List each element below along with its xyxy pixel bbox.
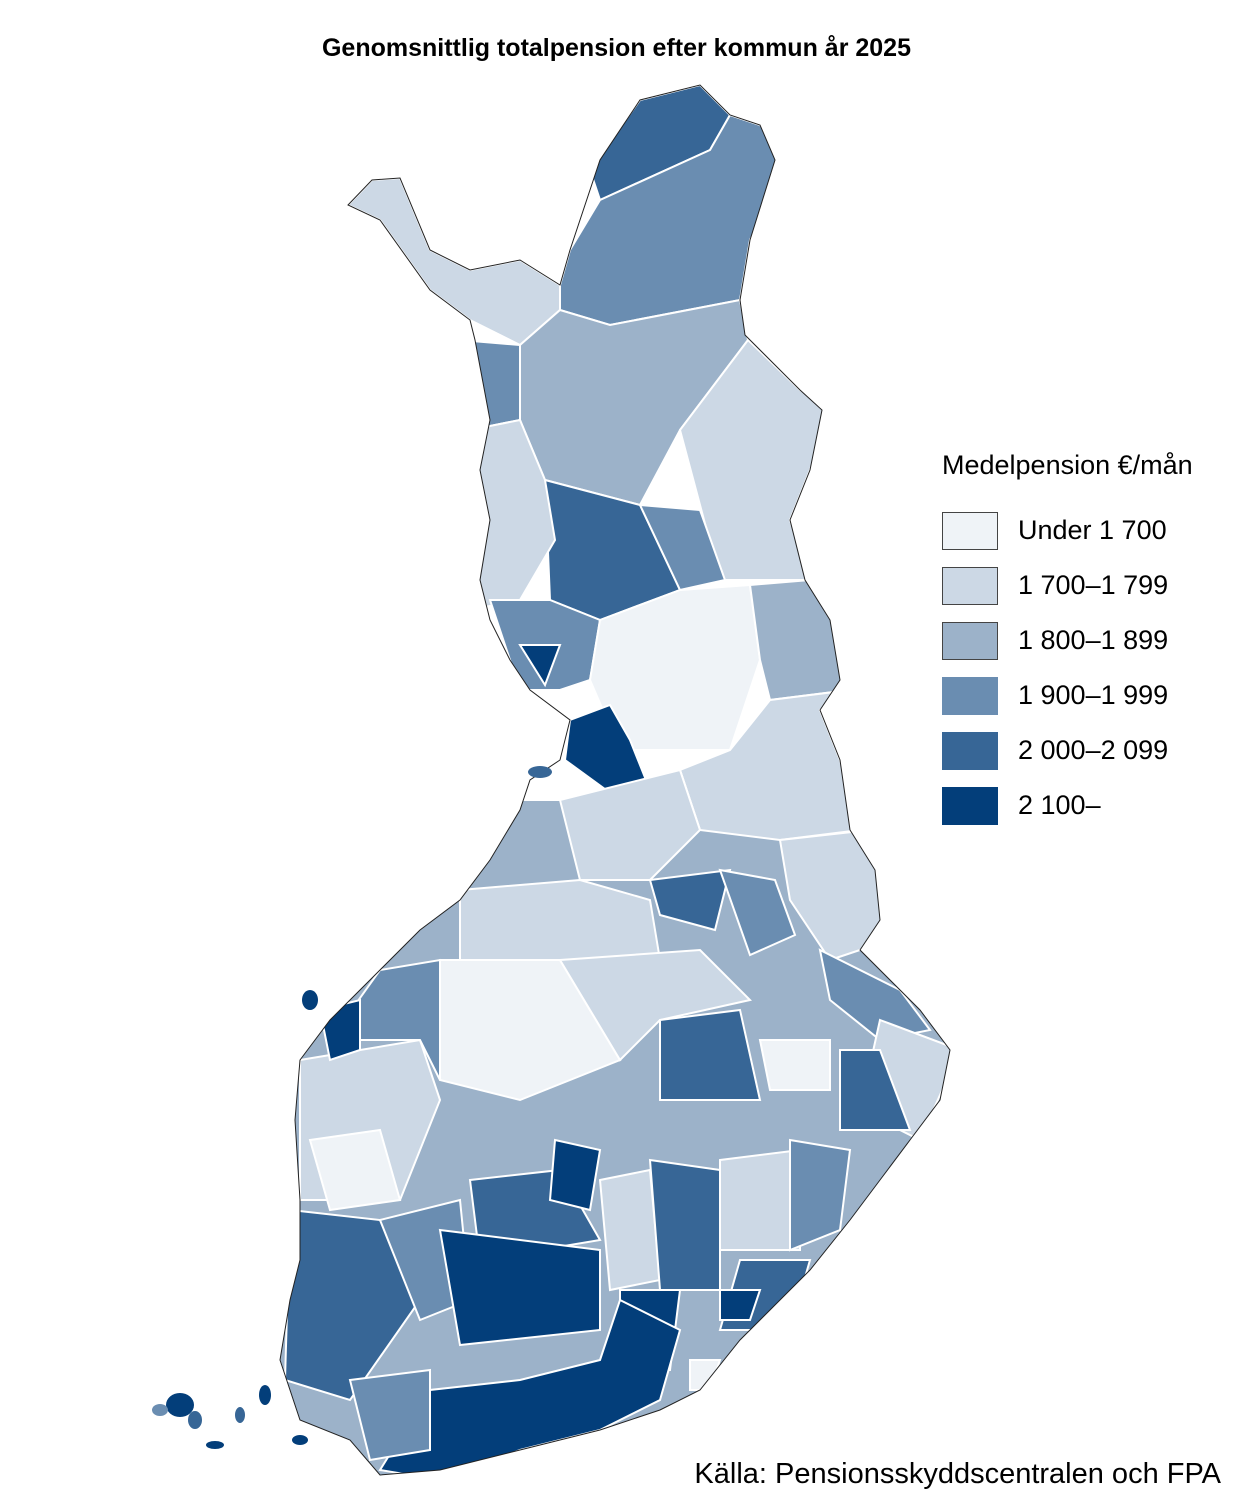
source-note: Källa: Pensionsskyddscentralen och FPA bbox=[694, 1458, 1221, 1490]
legend: Medelpension €/mån Under 1 700 1 700–1 79… bbox=[942, 450, 1193, 833]
legend-label: 2 000–2 099 bbox=[1018, 735, 1169, 765]
region bbox=[518, 644, 562, 688]
island bbox=[292, 1435, 308, 1445]
legend-swatch bbox=[942, 676, 998, 715]
region bbox=[598, 1168, 662, 1292]
aland-islands bbox=[152, 766, 552, 1449]
island bbox=[259, 1385, 271, 1405]
region bbox=[558, 768, 702, 881]
legend-item: 1 900–1 999 bbox=[942, 668, 1193, 723]
region bbox=[659, 1008, 762, 1101]
region bbox=[758, 1039, 831, 1091]
region bbox=[718, 868, 797, 957]
island bbox=[206, 1441, 224, 1449]
region bbox=[839, 1049, 912, 1131]
map-title: Genomsnittlig totalpension efter kommun … bbox=[321, 34, 911, 62]
legend-swatch bbox=[942, 731, 998, 770]
legend-label: Under 1 700 bbox=[1018, 515, 1167, 545]
legend-item: Under 1 700 bbox=[942, 503, 1193, 558]
legend-item: 1 700–1 799 bbox=[942, 558, 1193, 613]
legend-swatch bbox=[942, 621, 998, 660]
legend-label: 1 700–1 799 bbox=[1018, 570, 1169, 600]
region bbox=[719, 1289, 762, 1321]
region bbox=[588, 583, 762, 751]
legend-label: 1 800–1 899 bbox=[1018, 625, 1169, 655]
legend-item: 2 100– bbox=[942, 778, 1193, 833]
region bbox=[548, 1138, 602, 1212]
region bbox=[283, 1208, 422, 1402]
region bbox=[689, 1359, 722, 1391]
legend-item: 1 800–1 899 bbox=[942, 613, 1193, 668]
region bbox=[719, 1148, 801, 1251]
region bbox=[648, 868, 732, 932]
region bbox=[558, 948, 752, 1062]
legend-swatch bbox=[942, 511, 998, 550]
island bbox=[528, 766, 552, 778]
region bbox=[789, 1138, 852, 1252]
region bbox=[648, 1158, 721, 1291]
island bbox=[166, 1393, 194, 1417]
legend-label: 1 900–1 999 bbox=[1018, 680, 1169, 710]
region bbox=[308, 1128, 402, 1212]
legend-label: 2 100– bbox=[1018, 790, 1101, 820]
island bbox=[235, 1407, 245, 1423]
region bbox=[458, 338, 521, 432]
legend-swatch bbox=[942, 566, 998, 605]
island bbox=[152, 1404, 168, 1416]
region bbox=[748, 578, 852, 702]
island bbox=[188, 1411, 202, 1429]
region bbox=[638, 503, 727, 592]
region bbox=[438, 1228, 601, 1347]
island bbox=[302, 990, 318, 1010]
legend-title: Medelpension €/mån bbox=[942, 450, 1193, 480]
region bbox=[348, 1368, 431, 1462]
legend-item: 2 000–2 099 bbox=[942, 723, 1193, 778]
legend-swatch bbox=[942, 786, 998, 825]
